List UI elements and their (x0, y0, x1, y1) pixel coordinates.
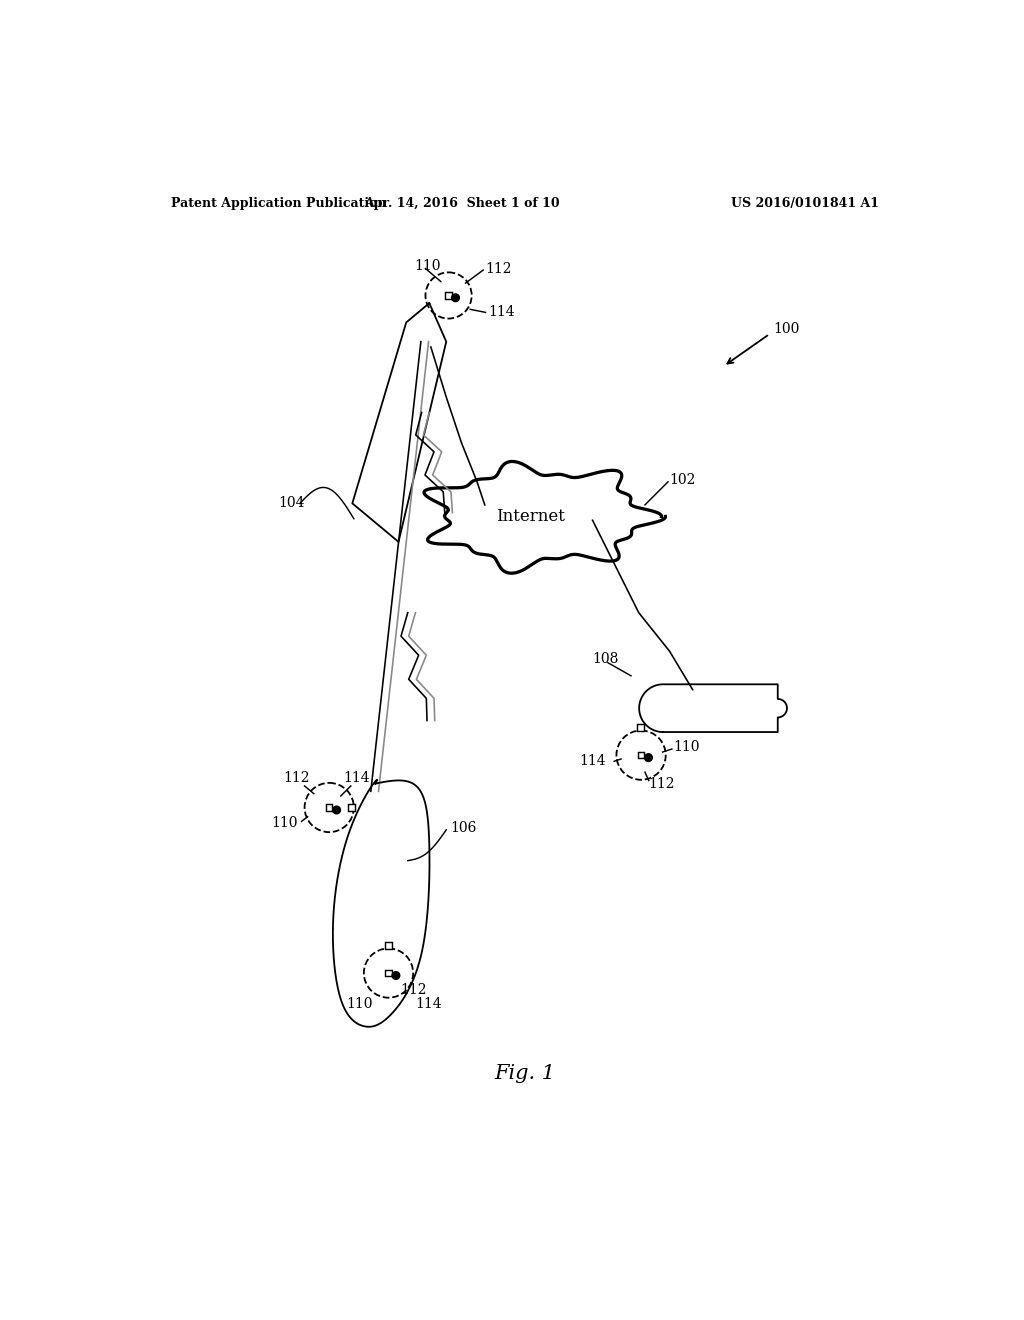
Text: 106: 106 (451, 821, 476, 836)
Text: US 2016/0101841 A1: US 2016/0101841 A1 (731, 197, 879, 210)
Text: 100: 100 (773, 322, 800, 337)
Text: 102: 102 (670, 474, 696, 487)
Text: 112: 112 (283, 771, 309, 785)
Text: 114: 114 (343, 771, 370, 785)
Text: 114: 114 (488, 305, 515, 319)
Text: 110: 110 (271, 816, 298, 830)
Polygon shape (333, 780, 429, 1027)
Text: 104: 104 (279, 496, 305, 511)
Polygon shape (424, 462, 666, 573)
Text: 112: 112 (485, 261, 512, 276)
Text: 114: 114 (580, 754, 606, 768)
Bar (638, 752, 644, 758)
Text: 114: 114 (416, 997, 442, 1011)
Polygon shape (639, 684, 787, 733)
Circle shape (333, 807, 340, 814)
Text: 108: 108 (593, 652, 618, 665)
Polygon shape (352, 304, 446, 543)
Bar (348, 804, 354, 810)
Circle shape (645, 754, 652, 762)
Bar (385, 942, 391, 949)
Text: 110: 110 (346, 997, 373, 1011)
Text: 110: 110 (674, 741, 700, 755)
Text: Patent Application Publication: Patent Application Publication (171, 197, 386, 210)
Circle shape (392, 972, 399, 979)
Bar (326, 804, 333, 810)
Circle shape (452, 294, 460, 302)
Text: Fig. 1: Fig. 1 (495, 1064, 555, 1082)
Bar (637, 725, 644, 731)
Text: 112: 112 (400, 983, 427, 997)
Bar (445, 293, 452, 298)
Bar (385, 970, 391, 977)
Text: Internet: Internet (497, 508, 565, 525)
Text: Apr. 14, 2016  Sheet 1 of 10: Apr. 14, 2016 Sheet 1 of 10 (364, 197, 559, 210)
Text: 110: 110 (414, 259, 440, 273)
Text: 112: 112 (649, 777, 675, 792)
